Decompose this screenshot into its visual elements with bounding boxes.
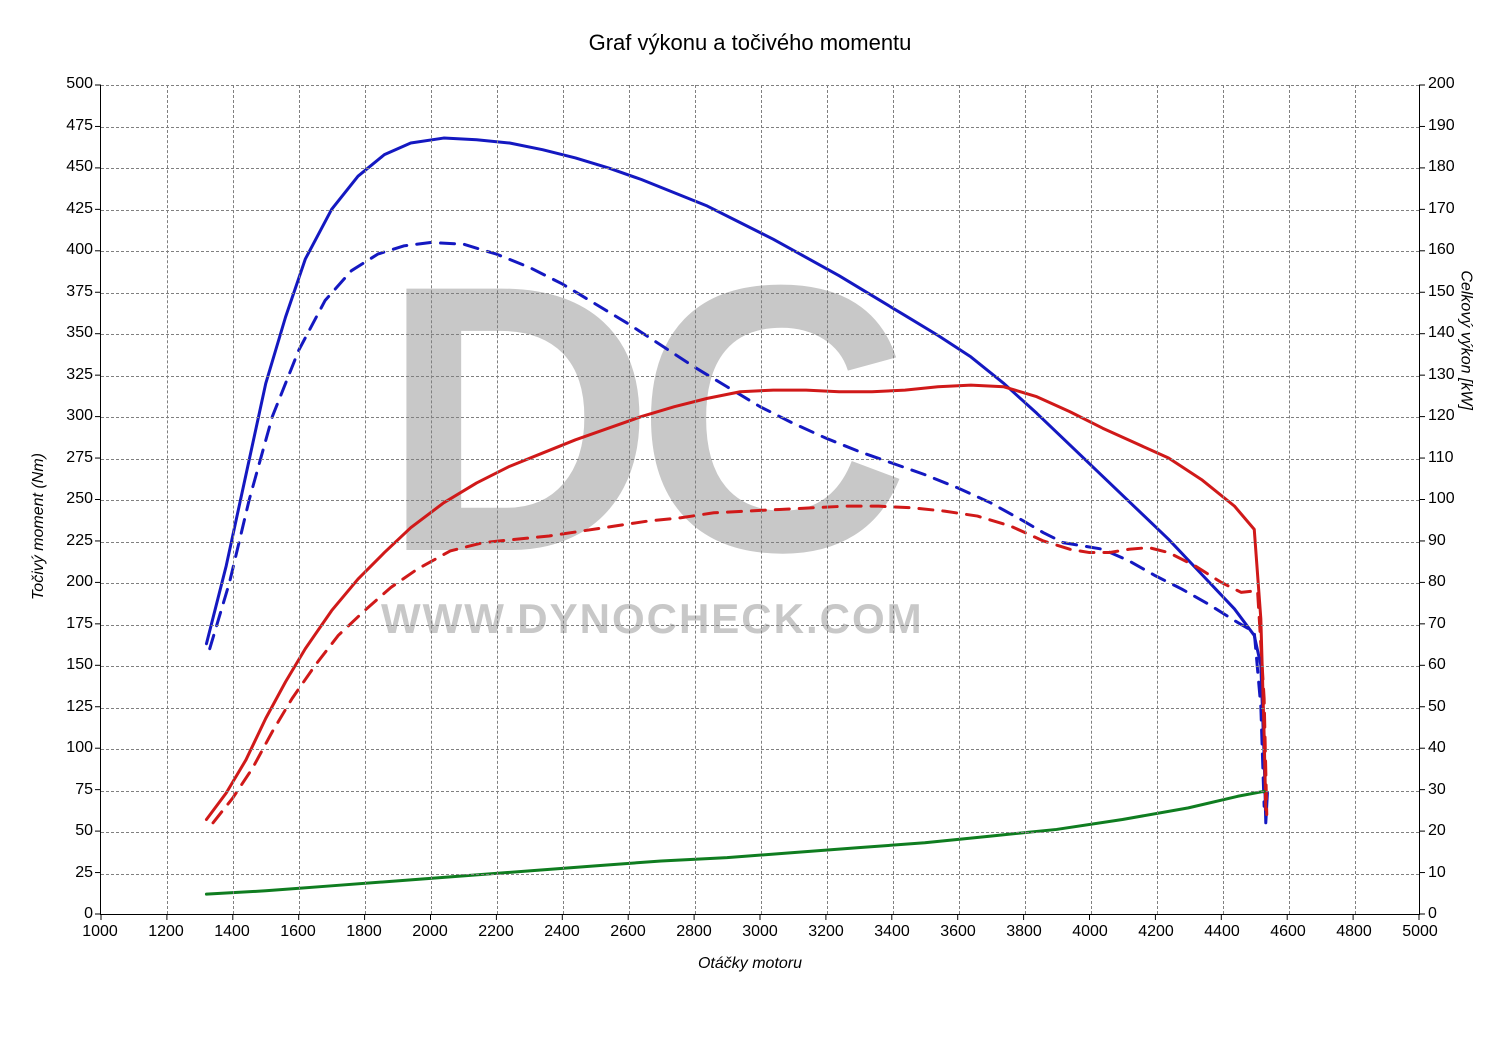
y-left-tick: 200	[48, 573, 93, 591]
y-right-tick: 190	[1428, 117, 1473, 135]
x-tick: 3200	[802, 923, 850, 941]
vgrid-line	[827, 85, 828, 914]
y-right-tick: 60	[1428, 656, 1473, 674]
vgrid-line	[365, 85, 366, 914]
y-left-tick: 300	[48, 407, 93, 425]
y-right-tick: 80	[1428, 573, 1473, 591]
y-right-tick: 10	[1428, 864, 1473, 882]
y-left-tick: 225	[48, 532, 93, 550]
series-torque_stock	[210, 243, 1264, 807]
y-left-tick: 150	[48, 656, 93, 674]
y-left-tick: 375	[48, 283, 93, 301]
y-right-tick: 150	[1428, 283, 1473, 301]
x-tick: 2000	[406, 923, 454, 941]
plot-area: DC WWW.DYNOCHECK.COM	[100, 85, 1420, 915]
y-right-tick: 90	[1428, 532, 1473, 550]
vgrid-line	[299, 85, 300, 914]
vgrid-line	[497, 85, 498, 914]
x-tick: 4200	[1132, 923, 1180, 941]
y-left-axis-label: Točivý moment (Nm)	[30, 453, 48, 600]
x-tick: 3800	[1000, 923, 1048, 941]
y-left-tick: 500	[48, 75, 93, 93]
y-right-tick: 50	[1428, 698, 1473, 716]
vgrid-line	[1289, 85, 1290, 914]
y-left-tick: 400	[48, 241, 93, 259]
y-right-tick: 180	[1428, 158, 1473, 176]
y-left-tick: 425	[48, 200, 93, 218]
y-left-tick: 50	[48, 822, 93, 840]
y-left-tick: 275	[48, 449, 93, 467]
vgrid-line	[1025, 85, 1026, 914]
x-tick: 3600	[934, 923, 982, 941]
x-tick: 2200	[472, 923, 520, 941]
x-tick: 4800	[1330, 923, 1378, 941]
y-right-tick: 30	[1428, 781, 1473, 799]
y-right-tick: 120	[1428, 407, 1473, 425]
x-tick: 1400	[208, 923, 256, 941]
vgrid-line	[1157, 85, 1158, 914]
vgrid-line	[1355, 85, 1356, 914]
x-tick: 1600	[274, 923, 322, 941]
x-tick: 1200	[142, 923, 190, 941]
vgrid-line	[233, 85, 234, 914]
x-tick: 3400	[868, 923, 916, 941]
y-left-tick: 0	[48, 905, 93, 923]
y-left-tick: 125	[48, 698, 93, 716]
dyno-chart-container: Graf výkonu a točivého momentu Točivý mo…	[0, 0, 1500, 1040]
x-tick: 3000	[736, 923, 784, 941]
y-right-tick: 200	[1428, 75, 1473, 93]
vgrid-line	[893, 85, 894, 914]
vgrid-line	[695, 85, 696, 914]
vgrid-line	[761, 85, 762, 914]
y-right-tick: 100	[1428, 490, 1473, 508]
y-left-tick: 350	[48, 324, 93, 342]
x-tick: 2400	[538, 923, 586, 941]
y-left-tick: 75	[48, 781, 93, 799]
y-right-tick: 0	[1428, 905, 1473, 923]
x-tick: 1800	[340, 923, 388, 941]
y-left-tick: 325	[48, 366, 93, 384]
y-right-tick: 130	[1428, 366, 1473, 384]
vgrid-line	[629, 85, 630, 914]
x-tick: 4400	[1198, 923, 1246, 941]
y-left-tick: 475	[48, 117, 93, 135]
vgrid-line	[1091, 85, 1092, 914]
y-left-tick: 100	[48, 739, 93, 757]
y-left-tick: 250	[48, 490, 93, 508]
x-tick: 2600	[604, 923, 652, 941]
vgrid-line	[167, 85, 168, 914]
y-left-tick: 175	[48, 615, 93, 633]
x-tick: 2800	[670, 923, 718, 941]
y-right-tick: 110	[1428, 449, 1473, 467]
vgrid-line	[959, 85, 960, 914]
y-right-tick: 160	[1428, 241, 1473, 259]
series-power_stock	[213, 506, 1267, 823]
vgrid-line	[431, 85, 432, 914]
vgrid-line	[1223, 85, 1224, 914]
chart-title: Graf výkonu a točivého momentu	[0, 30, 1500, 56]
y-left-tick: 25	[48, 864, 93, 882]
y-right-tick: 70	[1428, 615, 1473, 633]
x-tick: 1000	[76, 923, 124, 941]
vgrid-line	[563, 85, 564, 914]
x-axis-label: Otáčky motoru	[0, 955, 1500, 973]
y-right-tick: 140	[1428, 324, 1473, 342]
x-tick: 5000	[1396, 923, 1444, 941]
y-right-tick: 170	[1428, 200, 1473, 218]
x-tick: 4600	[1264, 923, 1312, 941]
y-left-tick: 450	[48, 158, 93, 176]
y-right-tick: 40	[1428, 739, 1473, 757]
y-right-tick: 20	[1428, 822, 1473, 840]
x-tick: 4000	[1066, 923, 1114, 941]
